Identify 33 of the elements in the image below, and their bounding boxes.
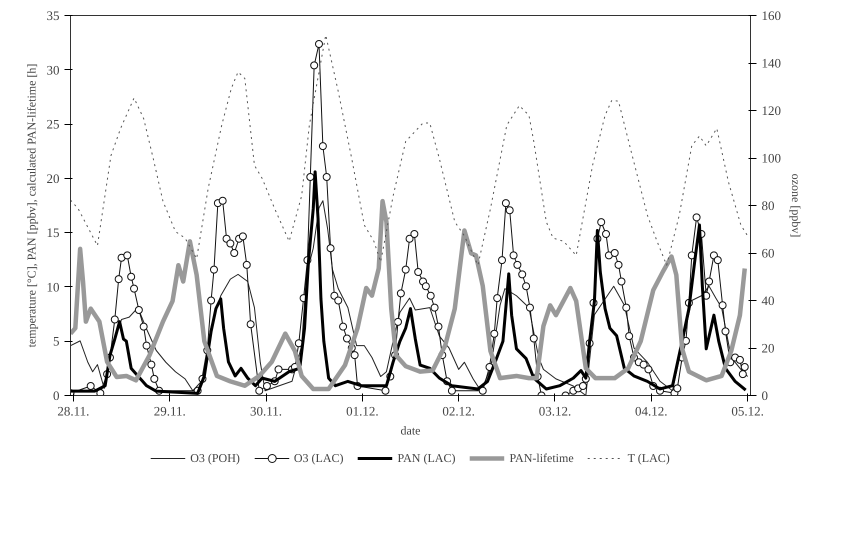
- x-tick-label: 30.11.: [250, 404, 282, 418]
- x-axis-title: date: [400, 424, 421, 438]
- legend-label: PAN (LAC): [398, 450, 456, 466]
- x-tick-label: 01.12.: [346, 404, 379, 418]
- y2-axis-title: ozone [ppbv]: [789, 174, 803, 238]
- y2-tick-label: 60: [762, 246, 774, 260]
- y2-tick-label: 80: [762, 198, 774, 213]
- y2-tick-label: 0: [762, 388, 768, 403]
- x-tick-label: 29.11.: [154, 404, 186, 418]
- x-tick-label: 04.12.: [635, 404, 668, 418]
- y2-tick-label: 40: [762, 293, 774, 308]
- y-tick-label: 30: [46, 62, 60, 78]
- y-tick-label: 20: [46, 170, 60, 186]
- x-tick-label: 28.11.: [57, 404, 90, 418]
- y-tick-label: 5: [53, 334, 60, 349]
- y2-tick-label: 100: [762, 150, 781, 166]
- legend-label: O3 (POH): [190, 450, 240, 466]
- legend-label: T (LAC): [628, 450, 670, 466]
- x-tick-label: 02.12.: [442, 404, 475, 418]
- y-tick-label: 25: [46, 116, 60, 132]
- y-tick-label: 10: [46, 279, 60, 294]
- x-tick-label: 03.12.: [538, 404, 572, 418]
- y2-tick-label: 160: [762, 8, 781, 23]
- legend-label: PAN-lifetime: [509, 450, 574, 466]
- y-tick-label: 35: [46, 8, 60, 23]
- y2-tick-label: 20: [762, 340, 774, 356]
- y2-tick-label: 140: [762, 56, 781, 70]
- y2-tick-label: 120: [762, 103, 781, 118]
- y-tick-label: 0: [53, 388, 60, 403]
- legend-label: O3 (LAC): [294, 450, 344, 466]
- x-tick-label: 05.12.: [731, 404, 764, 418]
- y-axis-title: temperature [°C], PAN [ppbv], calculated PAN-lifetime [h]: [24, 64, 38, 348]
- y-tick-label: 15: [46, 225, 60, 240]
